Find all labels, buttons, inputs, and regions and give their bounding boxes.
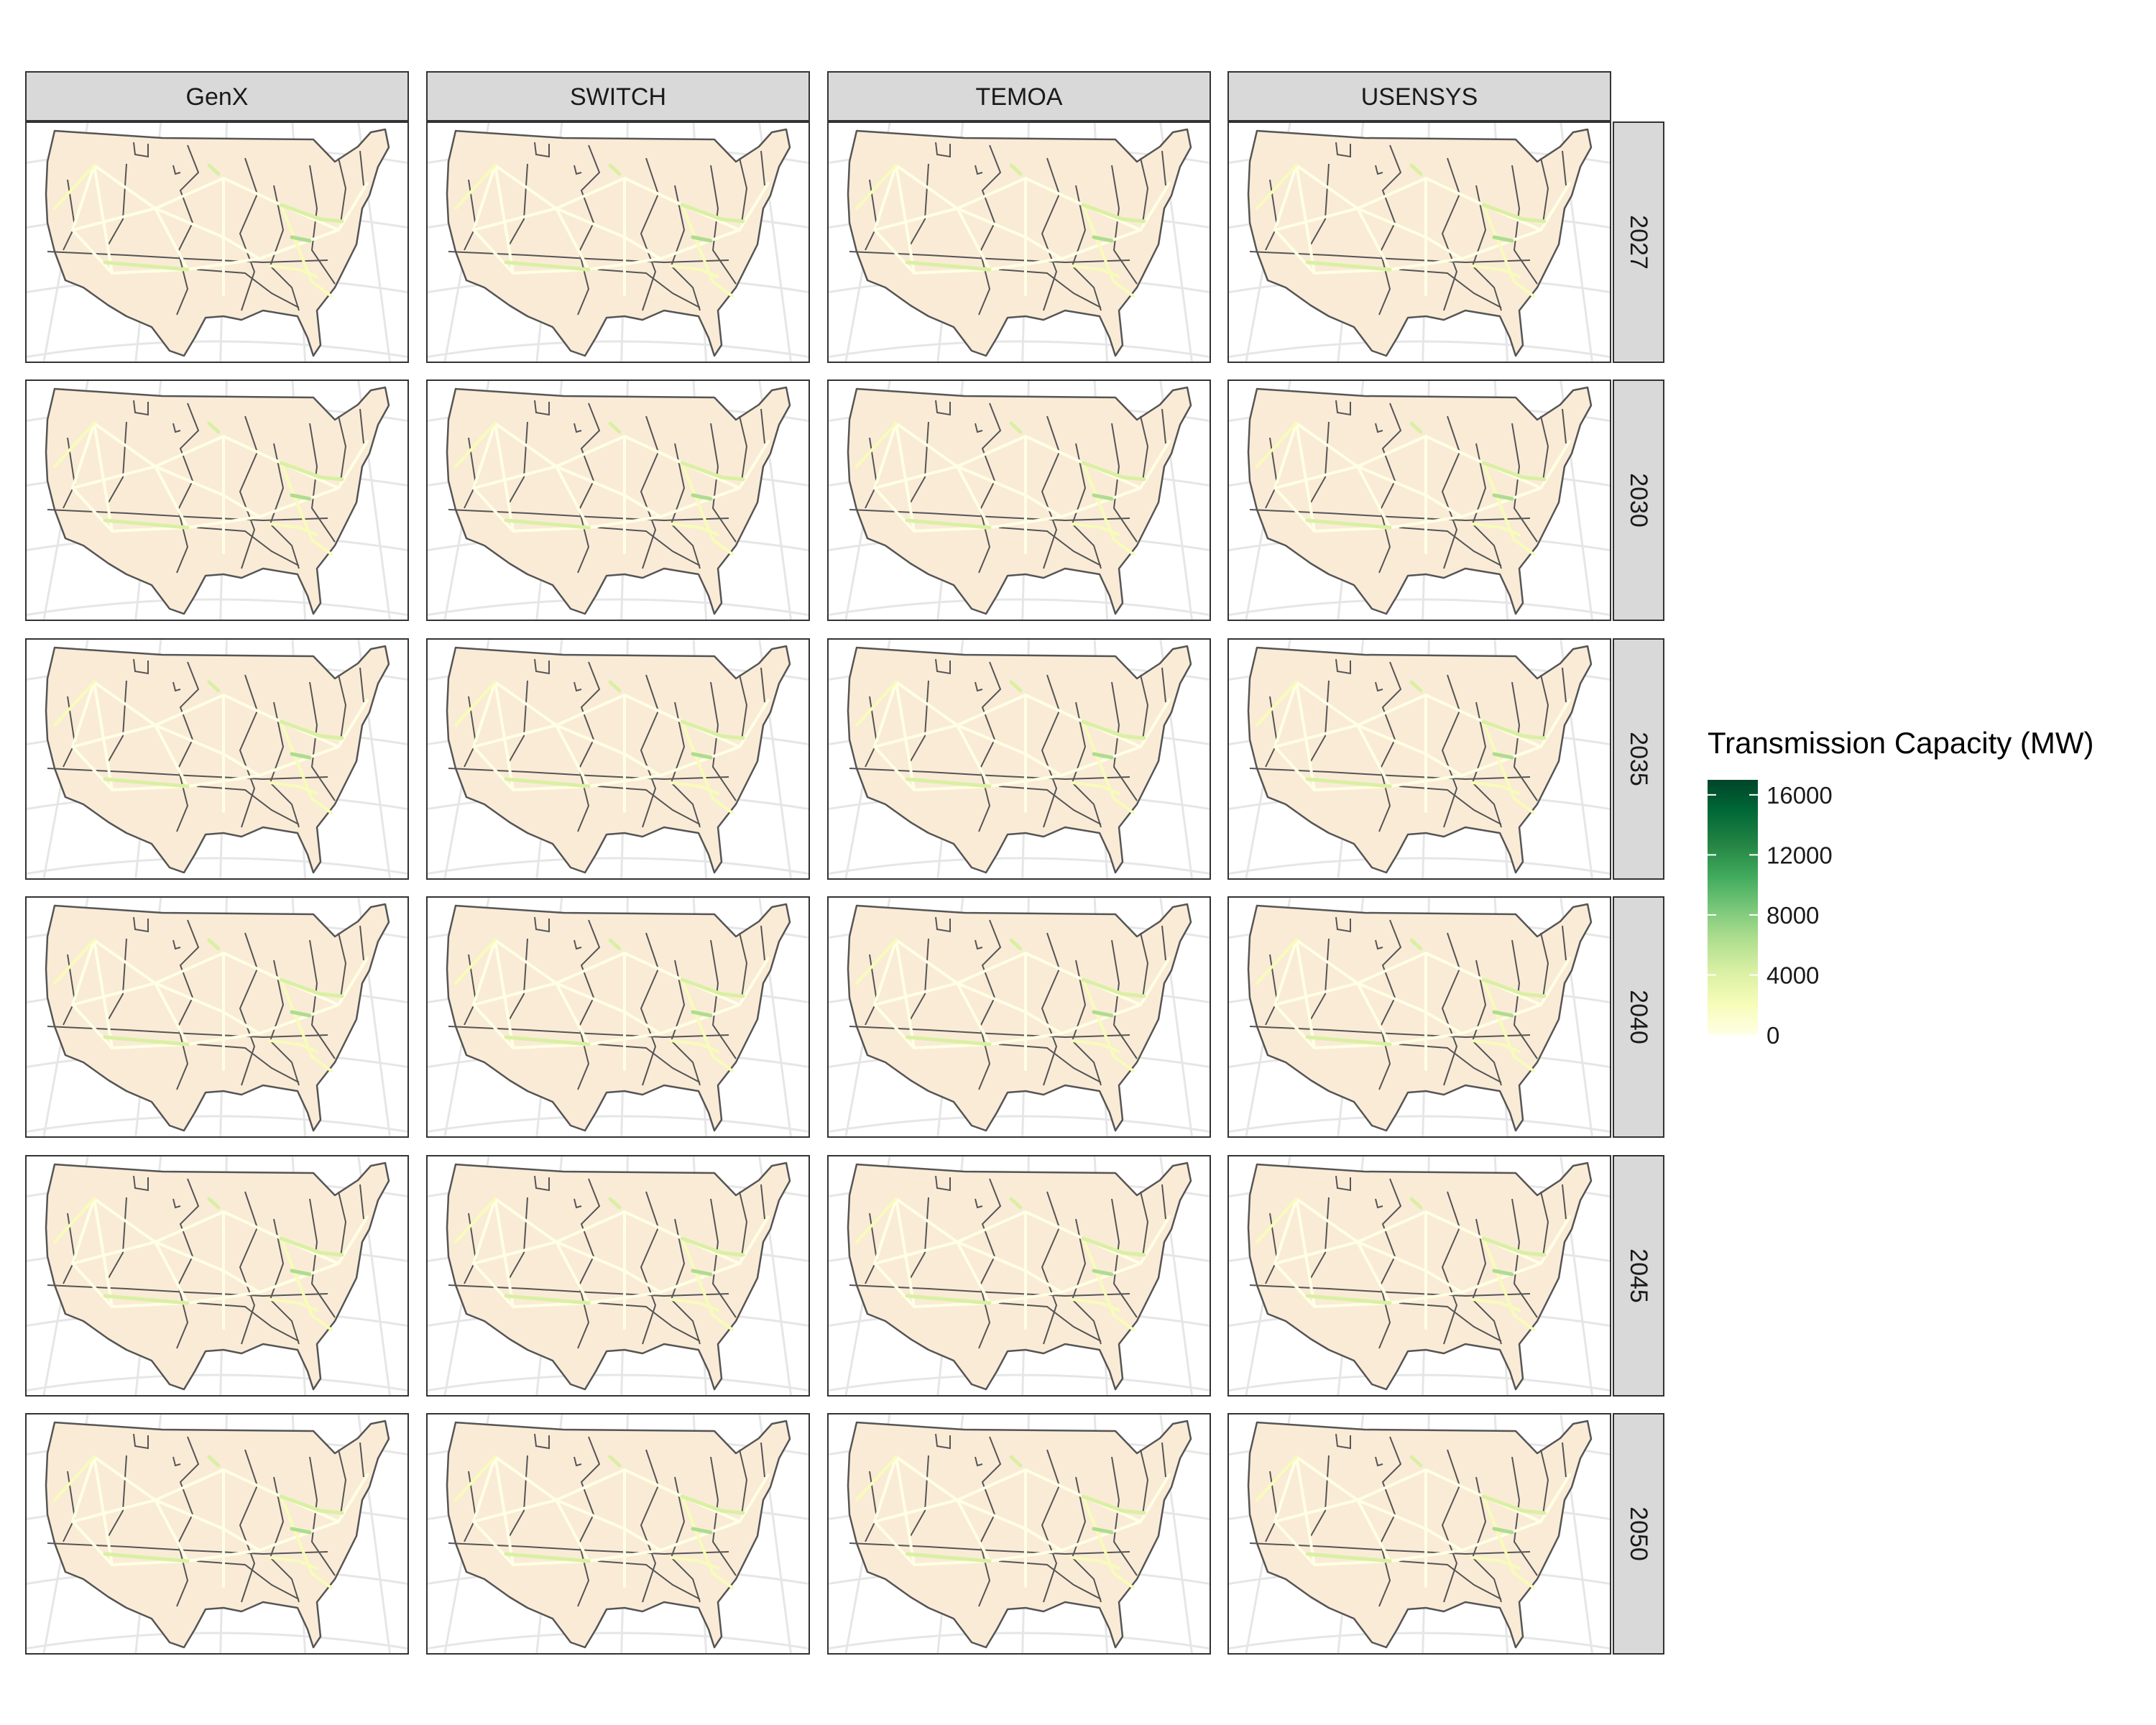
- legend-title: Transmission Capacity (MW): [1708, 726, 2094, 760]
- map-panel-usensys-2030: [1227, 380, 1611, 621]
- row-strip-2045: 2045: [1613, 1155, 1664, 1397]
- map-panel-usensys-2050: [1227, 1413, 1611, 1655]
- map-panel-usensys-2045: [1227, 1155, 1611, 1397]
- map-panel-genx-2045: [25, 1155, 409, 1397]
- map-panel-temoa-2045: [827, 1155, 1211, 1397]
- row-strip-2040: 2040: [1613, 896, 1664, 1138]
- column-strip-label: SWITCH: [570, 83, 666, 111]
- map-panel-genx-2050: [25, 1413, 409, 1655]
- legend-tick-label: 8000: [1766, 902, 1819, 929]
- row-strip-2050: 2050: [1613, 1413, 1664, 1655]
- legend-tick-label: 4000: [1766, 962, 1819, 988]
- legend-ticks: 16000 12000 8000 4000 0: [1708, 782, 1833, 1049]
- legend-tick-label: 16000: [1766, 782, 1833, 809]
- column-strip-label: TEMOA: [976, 83, 1063, 111]
- row-strip-2030: 2030: [1613, 380, 1664, 621]
- row-strip-label: 2035: [1625, 732, 1652, 786]
- map-panel-temoa-2040: [827, 896, 1211, 1138]
- row-strip-2027: 2027: [1613, 121, 1664, 363]
- map-panel-genx-2040: [25, 896, 409, 1138]
- map-panel-temoa-2030: [827, 380, 1211, 621]
- map-panel-temoa-2050: [827, 1413, 1211, 1655]
- row-strip-label: 2030: [1625, 473, 1652, 528]
- map-panel-switch-2035: [426, 638, 810, 880]
- map-panel-switch-2045: [426, 1155, 810, 1397]
- column-strip-usensys: USENSYS: [1227, 71, 1611, 121]
- column-strip-genx: GenX: [25, 71, 409, 121]
- column-strip-label: GenX: [186, 83, 249, 111]
- map-panel-genx-2030: [25, 380, 409, 621]
- legend-tick-label: 0: [1766, 1022, 1779, 1049]
- map-panel-switch-2040: [426, 896, 810, 1138]
- map-panel-genx-2027: [25, 121, 409, 363]
- map-panel-temoa-2027: [827, 121, 1211, 363]
- legend-tick-label: 12000: [1766, 842, 1833, 868]
- map-panel-switch-2050: [426, 1413, 810, 1655]
- row-strip-label: 2027: [1625, 215, 1652, 270]
- row-strip-2035: 2035: [1613, 638, 1664, 880]
- row-strip-label: 2050: [1625, 1506, 1652, 1561]
- legend: Transmission Capacity (MW) 16000 12000 800…: [1708, 726, 2094, 1049]
- map-panel-genx-2035: [25, 638, 409, 880]
- column-strip-label: USENSYS: [1361, 83, 1478, 111]
- row-strip-label: 2045: [1625, 1248, 1652, 1303]
- map-panel-temoa-2035: [827, 638, 1211, 880]
- map-panel-usensys-2035: [1227, 638, 1611, 880]
- map-panel-switch-2030: [426, 380, 810, 621]
- map-panel-usensys-2040: [1227, 896, 1611, 1138]
- column-strip-switch: SWITCH: [426, 71, 810, 121]
- legend-colorbar: [1708, 780, 1758, 1035]
- column-strip-temoa: TEMOA: [827, 71, 1211, 121]
- map-panel-switch-2027: [426, 121, 810, 363]
- map-panel-usensys-2027: [1227, 121, 1611, 363]
- row-strip-label: 2040: [1625, 990, 1652, 1044]
